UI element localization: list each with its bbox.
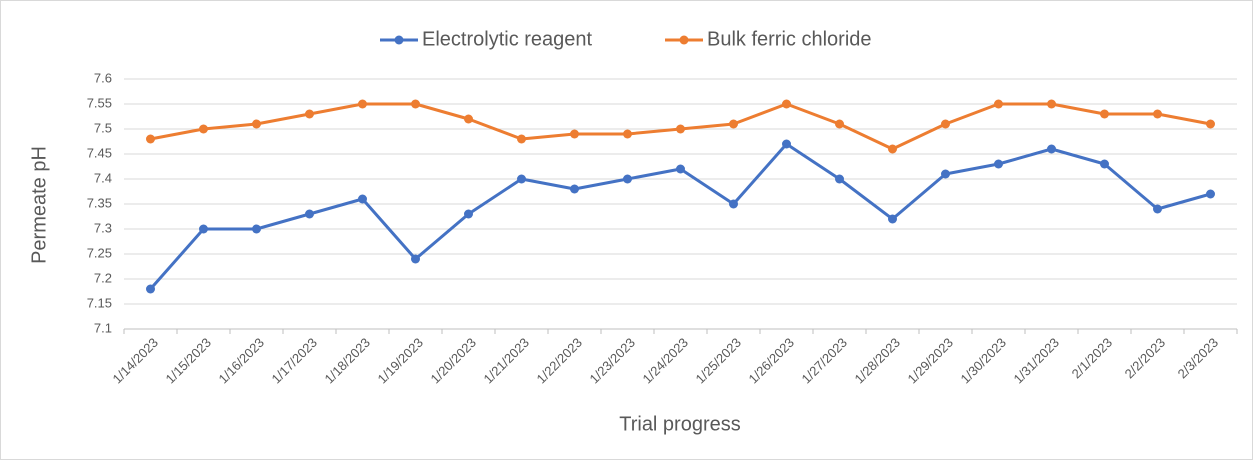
data-point	[517, 134, 526, 144]
y-tick-label: 7.1	[94, 320, 112, 335]
legend-label: Bulk ferric chloride	[707, 28, 872, 50]
data-point	[676, 164, 685, 174]
data-point	[1206, 119, 1215, 129]
data-point	[941, 169, 950, 179]
data-point	[1047, 99, 1056, 109]
data-point	[570, 184, 579, 194]
data-point	[358, 99, 367, 109]
data-point	[1100, 159, 1109, 169]
data-point	[570, 129, 579, 139]
data-point	[1153, 109, 1162, 119]
y-axis-label: Permeate pH	[28, 146, 50, 264]
data-point	[464, 209, 473, 219]
legend-marker	[394, 35, 404, 45]
data-point	[729, 199, 738, 209]
data-point	[517, 174, 526, 184]
data-point	[888, 144, 897, 154]
data-point	[888, 214, 897, 224]
data-point	[1047, 144, 1056, 154]
data-point	[835, 119, 844, 129]
data-point	[1153, 204, 1162, 214]
legend-marker	[679, 35, 689, 45]
data-point	[676, 124, 685, 134]
data-point	[305, 109, 314, 119]
data-point	[782, 139, 791, 149]
y-tick-label: 7.3	[94, 220, 112, 235]
data-point	[199, 224, 208, 234]
y-tick-label: 7.25	[87, 245, 112, 260]
data-point	[729, 119, 738, 129]
y-tick-label: 7.55	[87, 95, 112, 110]
y-tick-label: 7.2	[94, 270, 112, 285]
data-point	[1100, 109, 1109, 119]
data-point	[411, 254, 420, 264]
y-tick-label: 7.6	[94, 70, 112, 85]
y-tick-label: 7.35	[87, 195, 112, 210]
data-point	[146, 134, 155, 144]
data-point	[464, 114, 473, 124]
data-point	[252, 224, 261, 234]
y-tick-label: 7.45	[87, 145, 112, 160]
data-point	[411, 99, 420, 109]
legend-label: Electrolytic reagent	[422, 28, 593, 50]
data-point	[623, 129, 632, 139]
data-point	[146, 284, 155, 294]
data-point	[252, 119, 261, 129]
data-point	[358, 194, 367, 204]
data-point	[941, 119, 950, 129]
data-point	[623, 174, 632, 184]
data-point	[994, 99, 1003, 109]
data-point	[835, 174, 844, 184]
data-point	[199, 124, 208, 134]
x-axis-label: Trial progress	[619, 413, 741, 435]
data-point	[305, 209, 314, 219]
y-tick-label: 7.5	[94, 120, 112, 135]
y-tick-label: 7.4	[94, 170, 112, 185]
y-tick-label: 7.15	[87, 295, 112, 310]
data-point	[782, 99, 791, 109]
data-point	[994, 159, 1003, 169]
data-point	[1206, 189, 1215, 199]
